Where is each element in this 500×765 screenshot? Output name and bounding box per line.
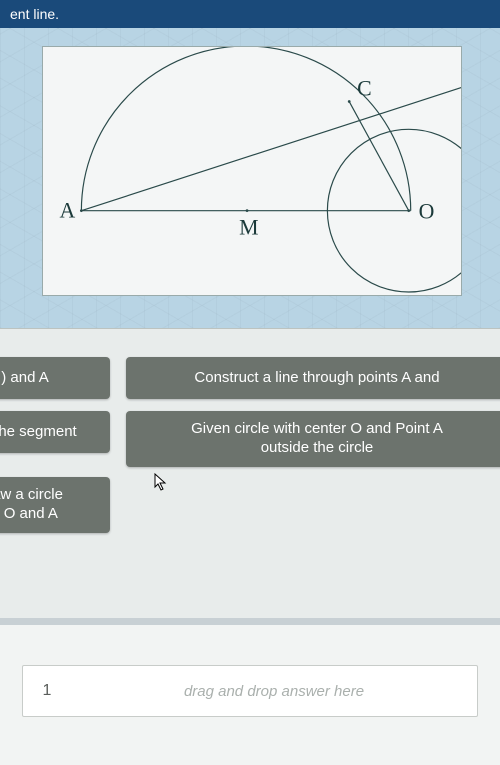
dropzone-number: 1 — [23, 682, 71, 700]
question-header: ent line. — [0, 0, 500, 28]
chip-construct-line[interactable]: Construct a line through points A and — [126, 357, 500, 399]
diagram-svg: A M O C — [43, 47, 461, 295]
dropzone-1[interactable]: 1 drag and drop answer here — [22, 665, 478, 717]
svg-text:M: M — [239, 215, 258, 239]
answer-chips-area: ) and A Construct a line through points A… — [0, 328, 500, 618]
diagram-area: A M O C — [0, 28, 500, 328]
dropzone-placeholder: drag and drop answer here — [71, 683, 477, 700]
dropzone-area: 1 drag and drop answer here — [0, 625, 500, 765]
geometry-diagram: A M O C — [42, 46, 462, 296]
header-text: ent line. — [10, 6, 59, 22]
svg-text:A: A — [60, 199, 76, 223]
chip-o-and-a[interactable]: ) and A — [0, 357, 110, 399]
chip-draw-circle[interactable]: raw a circles O and A — [0, 477, 110, 533]
svg-text:O: O — [419, 200, 435, 224]
chip-given-circle[interactable]: Given circle with center O and Point Aou… — [126, 411, 500, 467]
svg-text:C: C — [357, 77, 372, 101]
chip-segment[interactable]: ng the segment — [0, 411, 110, 453]
